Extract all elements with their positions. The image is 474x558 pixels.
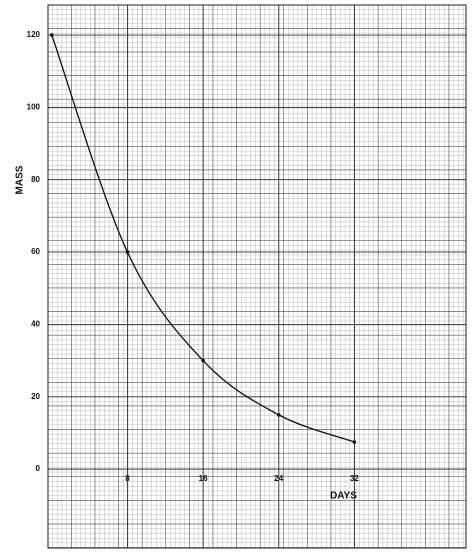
y-tick-label: 80 <box>31 175 40 184</box>
y-tick-label: 20 <box>31 392 40 401</box>
paper-border <box>47 4 467 549</box>
data-point <box>125 250 130 254</box>
data-point <box>276 413 281 417</box>
data-point <box>201 358 205 363</box>
x-axis-title: DAYS <box>330 491 357 502</box>
y-tick-label: 0 <box>36 464 41 473</box>
y-tick-label: 100 <box>27 102 41 111</box>
y-tick-label: 120 <box>27 30 41 39</box>
curve <box>51 34 355 443</box>
y-axis-title: MASS <box>15 165 26 194</box>
y-tick-label: 40 <box>31 320 40 329</box>
graph-paper-major <box>48 5 466 548</box>
data-point <box>49 33 54 37</box>
y-tick-label: 60 <box>31 247 40 256</box>
data-point <box>352 440 357 444</box>
